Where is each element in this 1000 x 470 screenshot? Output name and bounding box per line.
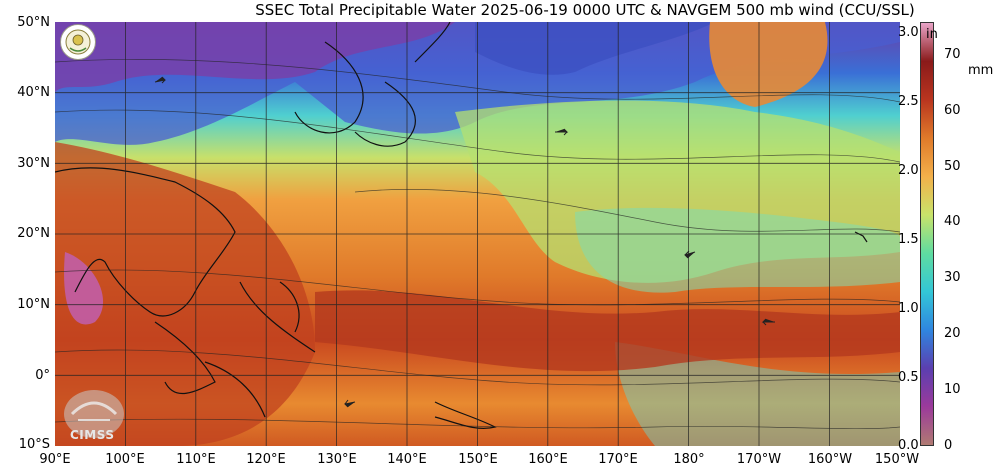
lon-label-150w: 150°W — [874, 452, 920, 467]
lon-label-140e: 140°E — [387, 452, 427, 467]
tpw-map — [55, 22, 900, 446]
map-title: SSEC Total Precipitable Water 2025-06-19… — [255, 1, 915, 19]
colorbar-mm-tick: 30 — [944, 270, 961, 285]
lat-label-50n: 50°N — [17, 15, 50, 30]
tpw-field — [55, 22, 900, 446]
colorbar-mm-tick: 60 — [944, 103, 961, 118]
lon-label-160e: 160°E — [528, 452, 568, 467]
colorbar-mm-tick: 50 — [944, 159, 961, 174]
lat-label-40n: 40°N — [17, 85, 50, 100]
lon-label-130e: 130°E — [317, 452, 357, 467]
lat-label-20n: 20°N — [17, 226, 50, 241]
colorbar-in-tick: 1.0 — [898, 301, 919, 316]
colorbar-in-tick: 1.5 — [898, 232, 919, 247]
colorbar-in-tick: 0.0 — [898, 438, 919, 453]
colorbar-in-tick: 2.0 — [898, 163, 919, 178]
wind-arrows — [154, 76, 775, 408]
colorbar-mm-tick: 0 — [944, 438, 953, 453]
lon-label-120e: 120°E — [246, 452, 286, 467]
lat-label-10n: 10°N — [17, 297, 50, 312]
cimss-logo-text: CIMSS — [70, 428, 115, 442]
colorbar-mm-unit: mm — [968, 63, 994, 78]
lon-label-100e: 100°E — [105, 452, 145, 467]
colorbar-in-tick: 3.0 — [898, 25, 919, 40]
colorbar — [920, 22, 934, 446]
lon-label-180: 180° — [673, 452, 705, 467]
colorbar-in-tick: 2.5 — [898, 94, 919, 109]
lon-label-110e: 110°E — [176, 452, 216, 467]
lon-label-170w: 170°W — [736, 452, 782, 467]
colorbar-inch-unit: in — [926, 27, 938, 42]
wind-streamlines — [55, 58, 900, 430]
graticule — [55, 22, 900, 446]
cimss-logo-icon — [58, 384, 130, 442]
lat-label-equator: 0° — [35, 368, 50, 383]
lon-label-170e: 170°E — [598, 452, 638, 467]
colorbar-in-tick: 0.5 — [898, 370, 919, 385]
lat-label-30n: 30°N — [17, 156, 50, 171]
colorbar-mm-tick: 70 — [944, 47, 961, 62]
lat-label-10s: 10°S — [18, 437, 50, 452]
colorbar-mm-tick: 40 — [944, 214, 961, 229]
coastlines — [55, 22, 868, 429]
lon-label-150e: 150°E — [458, 452, 498, 467]
colorbar-mm-tick: 20 — [944, 326, 961, 341]
lon-label-160w: 160°W — [807, 452, 853, 467]
lon-label-90e: 90°E — [39, 452, 71, 467]
ssec-logo-icon — [60, 24, 96, 60]
colorbar-mm-tick: 10 — [944, 382, 961, 397]
